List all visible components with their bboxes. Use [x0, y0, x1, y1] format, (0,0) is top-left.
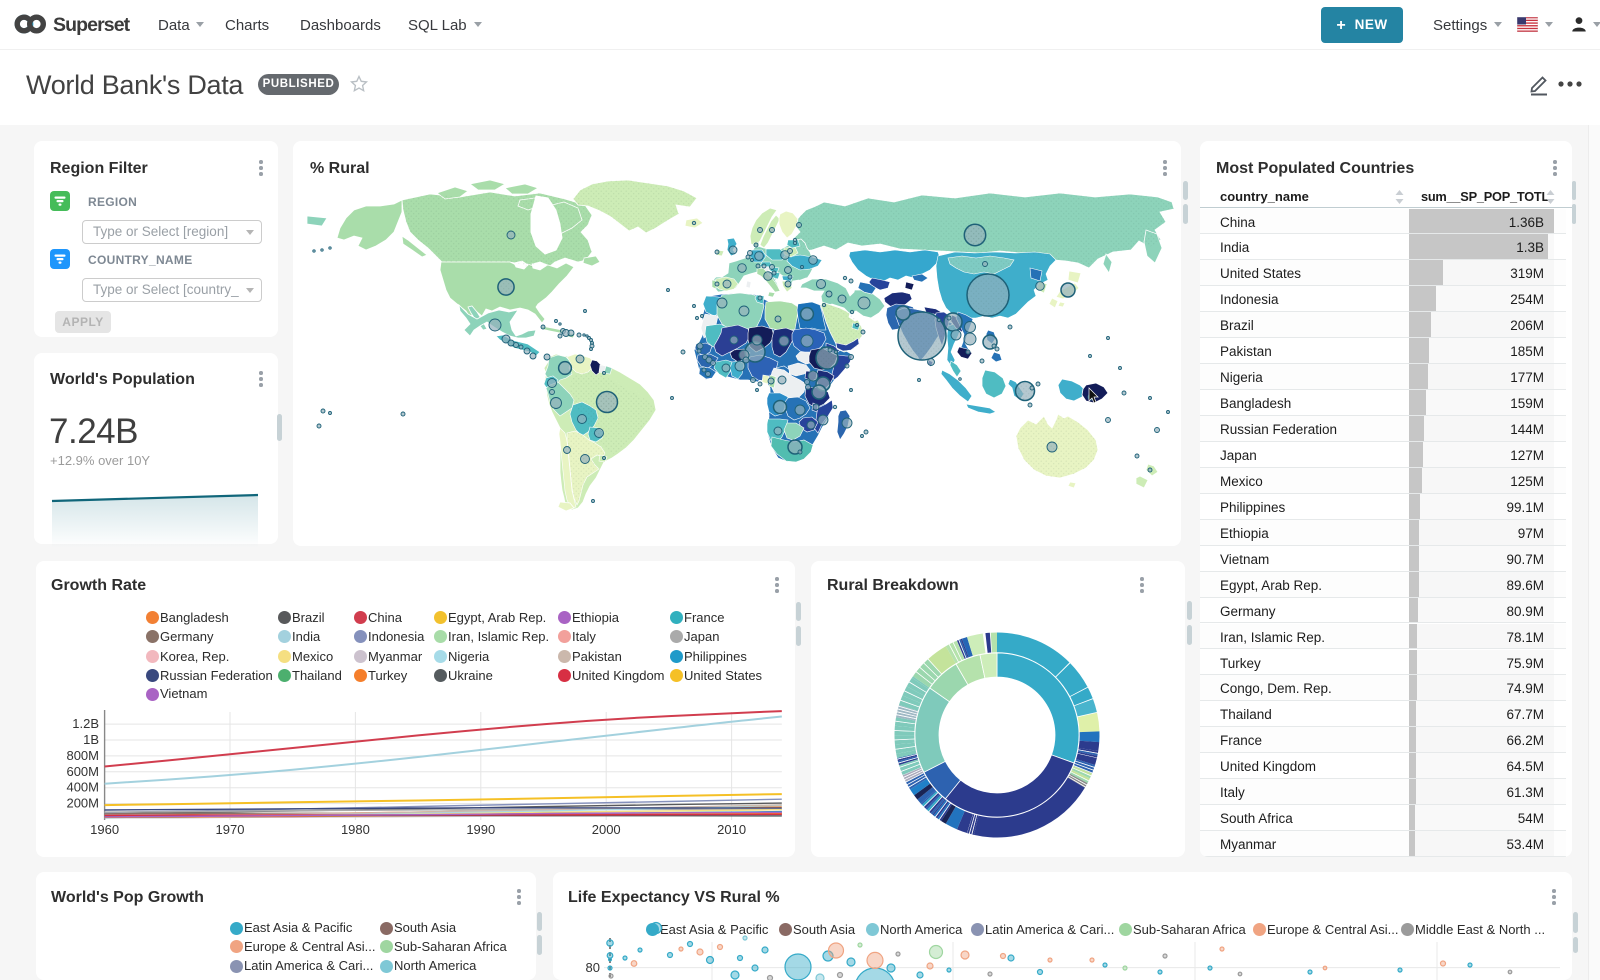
- svg-text:1960: 1960: [90, 822, 119, 837]
- svg-text:80: 80: [586, 960, 600, 975]
- svg-text:2000: 2000: [592, 822, 621, 837]
- svg-text:2010: 2010: [717, 822, 746, 837]
- svg-text:1980: 1980: [341, 822, 370, 837]
- svg-text:200M: 200M: [66, 796, 99, 811]
- svg-text:1970: 1970: [216, 822, 245, 837]
- svg-text:Superset: Superset: [53, 14, 131, 36]
- svg-text:1990: 1990: [466, 822, 495, 837]
- svg-text:1B: 1B: [83, 732, 99, 747]
- svg-text:1.2B: 1.2B: [72, 716, 99, 731]
- svg-text:800M: 800M: [66, 748, 99, 763]
- svg-text:400M: 400M: [66, 780, 99, 795]
- svg-text:600M: 600M: [66, 764, 99, 779]
